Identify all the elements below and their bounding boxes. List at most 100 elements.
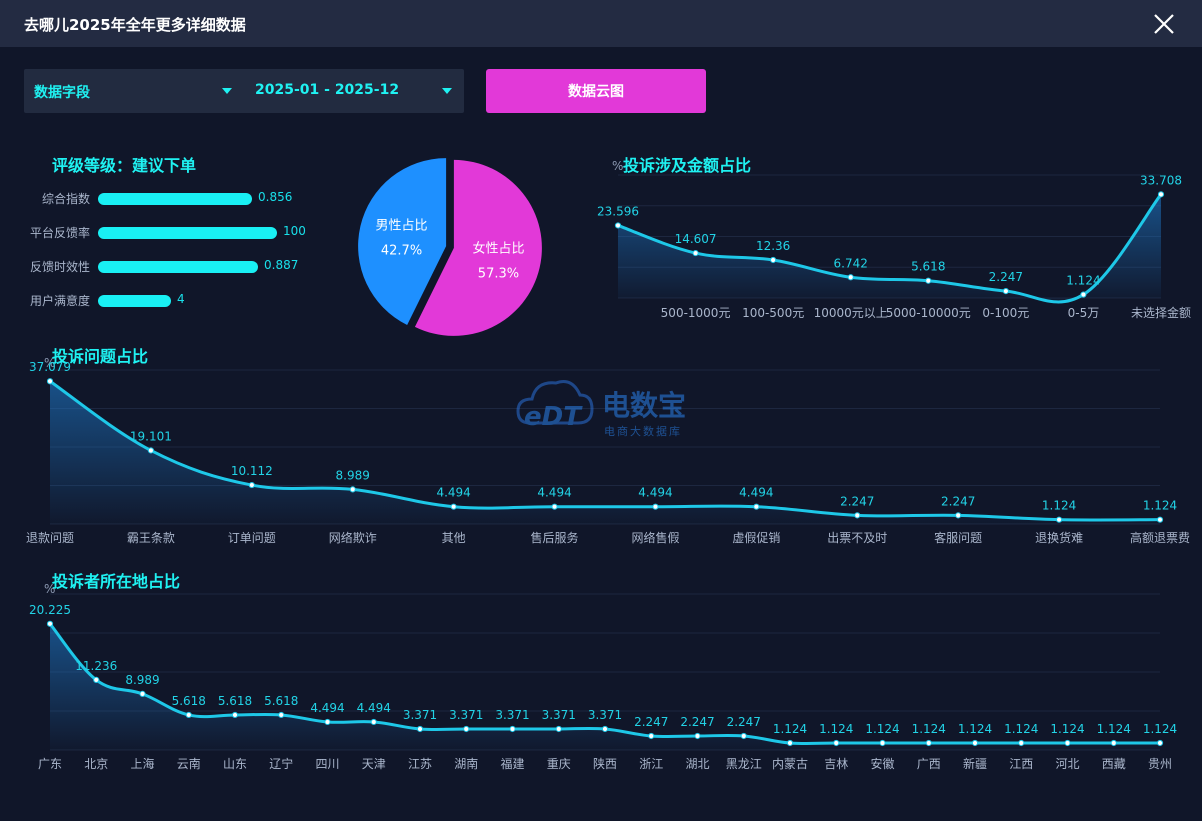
data-point[interactable]	[1018, 739, 1025, 747]
data-label: 12.36	[756, 239, 790, 253]
data-point[interactable]	[248, 481, 255, 489]
pie-slice[interactable]	[358, 158, 447, 325]
data-point[interactable]	[349, 486, 356, 493]
watermark-brand: 电数宝	[602, 389, 686, 422]
data-point[interactable]	[1110, 739, 1117, 747]
data-point[interactable]	[551, 503, 558, 510]
data-point[interactable]	[1157, 191, 1165, 198]
data-point[interactable]	[971, 739, 979, 747]
data-point[interactable]	[1055, 516, 1063, 523]
data-cloud-button[interactable]: 数据云图	[486, 69, 706, 113]
data-point[interactable]	[93, 676, 100, 683]
x-tick-label: 500-1000元	[661, 306, 731, 320]
x-tick-label: 虚假促销	[732, 531, 780, 545]
x-tick-label: 四川	[315, 757, 339, 771]
x-tick-label: 黑龙江	[726, 757, 762, 771]
data-point[interactable]	[1080, 291, 1087, 298]
data-point[interactable]	[648, 732, 655, 740]
data-label: 1.124	[1143, 499, 1177, 513]
data-point[interactable]	[324, 718, 331, 726]
data-label: 1.124	[1097, 722, 1131, 736]
data-point[interactable]	[601, 725, 609, 733]
data-label: 1.124	[958, 722, 992, 736]
data-point[interactable]	[185, 711, 192, 719]
x-tick-label: 山东	[223, 757, 247, 771]
x-tick-label: 退换货难	[1035, 530, 1083, 545]
data-label: 19.101	[130, 429, 172, 443]
data-point[interactable]	[925, 739, 932, 747]
data-point[interactable]	[46, 378, 54, 385]
data-point[interactable]	[509, 725, 516, 733]
x-tick-label: 吉林	[824, 757, 848, 771]
rating-title: 评级等级：建议下单	[52, 156, 197, 175]
data-point[interactable]	[740, 732, 747, 740]
amount-area-chart: % 23.596 14.607 500-1000元 12.36 100-500元 6.742…	[597, 159, 1191, 320]
data-label: 1.124	[1066, 274, 1100, 288]
data-point[interactable]	[770, 256, 777, 264]
data-point[interactable]	[925, 277, 932, 284]
data-label: 2.247	[989, 270, 1023, 284]
series-area	[50, 623, 1160, 750]
issue-chart-title: 投诉问题占比	[52, 347, 149, 366]
x-tick-label: 新疆	[963, 756, 987, 771]
rating-list: 综合指数 0.856 平台反馈率 100 反馈时效性 0.887 用户满意度 4	[0, 190, 340, 320]
data-point[interactable]	[692, 249, 699, 257]
close-button[interactable]	[1150, 10, 1178, 38]
caret-down-icon[interactable]	[222, 88, 232, 94]
data-point[interactable]	[694, 732, 701, 740]
data-point[interactable]	[1002, 287, 1009, 295]
data-point[interactable]	[231, 711, 239, 719]
x-tick-label: 订单问题	[228, 531, 276, 545]
x-tick-label: 网络欺诈	[329, 530, 377, 545]
data-label: 4.494	[310, 701, 344, 715]
x-tick-label: 广西	[917, 757, 941, 771]
x-tick-label: 未选择金额	[1131, 305, 1191, 320]
data-point[interactable]	[139, 690, 146, 698]
data-label: 1.124	[1004, 722, 1038, 736]
data-point[interactable]	[955, 512, 962, 519]
data-field-select[interactable]: 数据字段	[34, 85, 90, 101]
x-tick-label: 10000元以上	[814, 306, 888, 320]
data-label: 5.618	[172, 694, 206, 708]
data-label: 2.247	[941, 494, 975, 508]
data-point[interactable]	[450, 503, 457, 510]
issue-area-chart: %37.079 退款问题 19.101 霸王条款 10.112 订单问题 8.989 网络欺诈…	[26, 356, 1190, 545]
data-point[interactable]	[370, 718, 377, 726]
data-point[interactable]	[555, 725, 562, 733]
rating-label: 反馈时效性	[29, 260, 90, 274]
rating-bar	[98, 261, 258, 273]
x-tick-label: 湖南	[454, 756, 478, 771]
date-range-select[interactable]: 2025-01 - 2025-12	[255, 82, 400, 98]
data-point[interactable]	[463, 725, 470, 733]
data-point[interactable]	[753, 503, 760, 510]
x-tick-label: 售后服务	[531, 530, 579, 545]
data-label: 2.247	[840, 494, 874, 508]
rating-row: 反馈时效性 0.887	[0, 258, 340, 276]
region-area-chart: % 20.225 广东 11.236 北京 8.989 上海 5.618 云南 5.618 山东 5.…	[29, 582, 1177, 771]
x-tick-label: 云南	[177, 756, 201, 771]
data-label: 1.124	[912, 722, 946, 736]
rating-value: 0.887	[264, 258, 299, 272]
data-point[interactable]	[46, 620, 54, 627]
data-point[interactable]	[847, 274, 854, 281]
gender-pie-chart: 女性占比 57.3% 男性占比 42.7%	[358, 158, 542, 336]
data-point[interactable]	[278, 711, 285, 719]
data-point[interactable]	[416, 725, 424, 733]
data-point[interactable]	[147, 447, 155, 454]
data-point[interactable]	[786, 739, 794, 747]
data-label: 1.124	[1050, 722, 1084, 736]
data-point[interactable]	[833, 739, 840, 747]
x-tick-label: 高额退票费	[1130, 530, 1190, 545]
data-point[interactable]	[1064, 739, 1071, 747]
data-point[interactable]	[879, 739, 886, 747]
pie-slice[interactable]	[414, 159, 542, 336]
caret-down-icon[interactable]	[442, 88, 452, 94]
data-point[interactable]	[1156, 516, 1164, 523]
x-tick-label: 江西	[1009, 757, 1033, 771]
data-point[interactable]	[614, 222, 622, 229]
data-point[interactable]	[854, 512, 861, 519]
data-point[interactable]	[652, 503, 659, 510]
window-title: 去哪儿2025年全年更多详细数据	[24, 16, 246, 34]
pie-slice-name: 男性占比	[376, 219, 428, 234]
data-point[interactable]	[1156, 739, 1164, 747]
